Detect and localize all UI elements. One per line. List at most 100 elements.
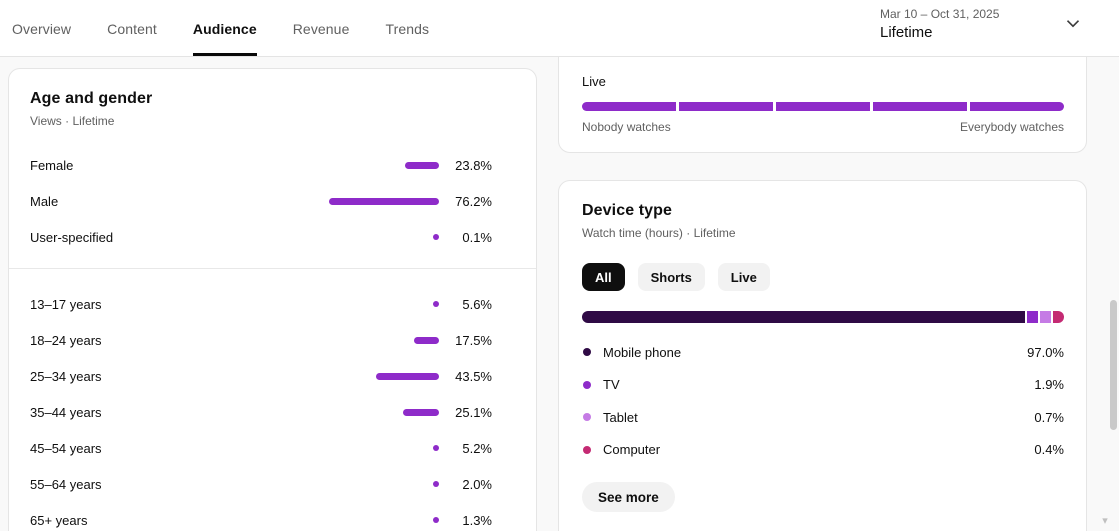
stacked-bar-segment: [1053, 311, 1064, 323]
device-value: 97.0%: [1027, 344, 1064, 360]
vertical-scrollbar-thumb[interactable]: [1110, 300, 1117, 430]
scale-max-label: Everybody watches: [959, 120, 1064, 134]
percent-bar: [433, 517, 439, 523]
card-title: Device type: [582, 202, 673, 219]
row-value: 0.1%: [462, 229, 492, 245]
device-label: Tablet: [603, 409, 638, 425]
device-value: 1.9%: [1034, 377, 1064, 393]
percent-bar: [404, 161, 439, 169]
stacked-bar-segment: [1040, 311, 1051, 323]
device-row: Computer 0.4%: [582, 434, 1064, 467]
age-row: 55–64 years 2.0%: [30, 466, 492, 502]
analytics-tab-bar: Overview Content Audience Revenue Trends: [12, 0, 429, 57]
card-divider: [9, 268, 536, 269]
row-value: 43.5%: [455, 368, 492, 384]
legend-dot: [583, 380, 591, 389]
chip-shorts[interactable]: Shorts: [637, 263, 705, 291]
age-rows: 13–17 years 5.6% 18–24 years 17.5% 25–34…: [30, 286, 492, 531]
row-value: 25.1%: [455, 404, 492, 420]
percent-bar: [433, 481, 439, 487]
row-label: 55–64 years: [30, 476, 102, 492]
device-label: TV: [603, 377, 620, 393]
gender-row: Male 76.2%: [30, 183, 492, 219]
card-subtitle: Views · Lifetime: [30, 114, 115, 128]
chevron-down-icon[interactable]: [1062, 12, 1084, 34]
device-label: Computer: [603, 442, 661, 458]
live-bar-segment: [776, 102, 870, 111]
date-range-picker[interactable]: Mar 10 – Oct 31, 2025 Lifetime: [880, 7, 999, 43]
row-label: Female: [30, 157, 74, 173]
age-row: 13–17 years 5.6%: [30, 286, 492, 322]
percent-bar: [329, 197, 439, 205]
row-label: 65+ years: [30, 512, 88, 528]
device-label: Mobile phone: [603, 344, 682, 360]
row-value: 23.8%: [455, 157, 492, 173]
card-subtitle: Watch time (hours) · Lifetime: [582, 226, 736, 240]
tab-revenue[interactable]: Revenue: [292, 20, 350, 37]
device-row: TV 1.9%: [582, 369, 1064, 402]
see-more-button[interactable]: See more: [582, 482, 675, 512]
gender-row: User-specified 0.1%: [30, 219, 492, 255]
date-range-text: Mar 10 – Oct 31, 2025: [880, 7, 1000, 21]
row-label: Male: [30, 193, 59, 209]
content-filter-chips: All Shorts Live: [582, 263, 1064, 291]
live-bar-segment: [679, 102, 773, 111]
row-label: 25–34 years: [30, 368, 102, 384]
stacked-bar-segment: [582, 311, 1025, 323]
tab-audience[interactable]: Audience: [192, 0, 257, 57]
live-label: Live: [582, 74, 606, 89]
row-value: 17.5%: [455, 332, 492, 348]
legend-dot: [583, 445, 591, 454]
device-row: Tablet 0.7%: [582, 401, 1064, 434]
tab-trends[interactable]: Trends: [385, 20, 430, 37]
age-row: 35–44 years 25.1%: [30, 394, 492, 430]
row-value: 1.3%: [462, 512, 492, 528]
device-row: Mobile phone 97.0%: [582, 336, 1064, 369]
percent-bar: [376, 372, 439, 380]
card-title: Age and gender: [30, 90, 153, 107]
row-label: User-specified: [30, 229, 114, 245]
age-row: 45–54 years 5.2%: [30, 430, 492, 466]
device-type-card: Device type Watch time (hours) · Lifetim…: [558, 180, 1087, 531]
live-bar-segment: [970, 102, 1064, 111]
scroll-down-icon: ▾: [1102, 515, 1108, 527]
device-legend: Mobile phone 97.0% TV 1.9% Tablet 0.7% C…: [582, 336, 1064, 466]
percent-bar: [433, 445, 439, 451]
gender-row: Female 23.8%: [30, 147, 492, 183]
row-value: 5.2%: [462, 440, 492, 456]
live-scale-labels: Nobody watches Everybody watches: [582, 120, 1064, 134]
legend-dot: [583, 413, 591, 422]
row-label: 45–54 years: [30, 440, 102, 456]
legend-dot: [583, 348, 591, 357]
row-value: 5.6%: [462, 296, 492, 312]
live-bar-segment: [873, 102, 967, 111]
row-value: 76.2%: [455, 193, 492, 209]
age-gender-card: Age and gender Views · Lifetime Female 2…: [8, 68, 537, 531]
row-label: 18–24 years: [30, 332, 102, 348]
chip-live[interactable]: Live: [717, 263, 770, 291]
gender-rows: Female 23.8% Male 76.2% User-specified 0…: [30, 147, 492, 255]
percent-bar: [402, 408, 439, 416]
percent-bar: [413, 336, 439, 344]
analytics-header: Overview Content Audience Revenue Trends…: [0, 0, 1119, 57]
tab-content[interactable]: Content: [107, 20, 157, 37]
device-value: 0.4%: [1034, 442, 1064, 458]
chip-all[interactable]: All: [582, 263, 625, 291]
live-segmented-bar: [582, 102, 1064, 111]
device-value: 0.7%: [1034, 409, 1064, 425]
age-row: 65+ years 1.3%: [30, 502, 492, 531]
age-row: 25–34 years 43.5%: [30, 358, 492, 394]
percent-bar: [433, 301, 439, 307]
stacked-bar-segment: [1027, 311, 1038, 323]
period-value: Lifetime: [880, 24, 933, 41]
scale-min-label: Nobody watches: [582, 120, 671, 134]
live-watch-card: Live Nobody watches Everybody watches: [558, 57, 1087, 153]
row-label: 35–44 years: [30, 404, 102, 420]
row-label: 13–17 years: [30, 296, 102, 312]
device-stacked-bar: [582, 311, 1064, 323]
age-row: 18–24 years 17.5%: [30, 322, 492, 358]
row-value: 2.0%: [462, 476, 492, 492]
live-bar-segment: [582, 102, 676, 111]
tab-overview[interactable]: Overview: [12, 20, 72, 37]
